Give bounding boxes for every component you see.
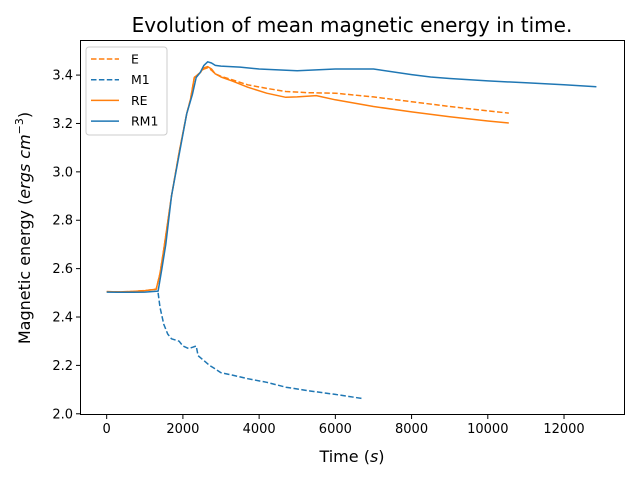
y-tick-label: 2.8 xyxy=(52,214,73,229)
x-axis-label-paren-close: ) xyxy=(378,447,384,466)
x-tick-label: 0 xyxy=(103,422,111,437)
legend-label-e: E xyxy=(131,52,139,67)
chart-title: Evolution of mean magnetic energy in tim… xyxy=(132,13,573,37)
x-tick-label: 8000 xyxy=(395,422,428,437)
y-tick-label: 2.0 xyxy=(52,407,73,422)
y-tick-label: 2.2 xyxy=(52,359,73,374)
y-axis-label-text: Magnetic energy xyxy=(15,205,34,344)
x-tick-label: 10000 xyxy=(467,422,508,437)
x-tick-label: 12000 xyxy=(543,422,584,437)
y-axis-label-unit: ergs cm xyxy=(15,134,34,198)
x-axis-label-text: Time xyxy=(318,447,363,466)
x-tick-label: 4000 xyxy=(243,422,276,437)
x-tick-label: 6000 xyxy=(319,422,352,437)
y-tick-label: 3.4 xyxy=(52,69,73,84)
legend-label-rm1: RM1 xyxy=(131,114,158,129)
y-tick-label: 2.6 xyxy=(52,262,73,277)
y-tick-label: 3.2 xyxy=(52,117,73,132)
legend-label-re: RE xyxy=(131,93,148,108)
legend: E M1 RE RM1 xyxy=(86,47,167,135)
x-axis-label-unit: s xyxy=(370,447,378,466)
legend-label-m1: M1 xyxy=(131,72,150,87)
y-axis-label-paren-close: ) xyxy=(15,112,34,118)
y-axis-label-exponent: −3 xyxy=(13,118,26,134)
x-axis-label: Time (s) xyxy=(318,447,384,466)
y-axis-label: Magnetic energy (ergs cm−3) xyxy=(13,112,34,344)
y-tick-label: 2.4 xyxy=(52,311,73,326)
x-tick-label: 2000 xyxy=(166,422,199,437)
y-tick-label: 3.0 xyxy=(52,165,73,180)
line-chart: Evolution of mean magnetic energy in tim… xyxy=(0,0,640,480)
